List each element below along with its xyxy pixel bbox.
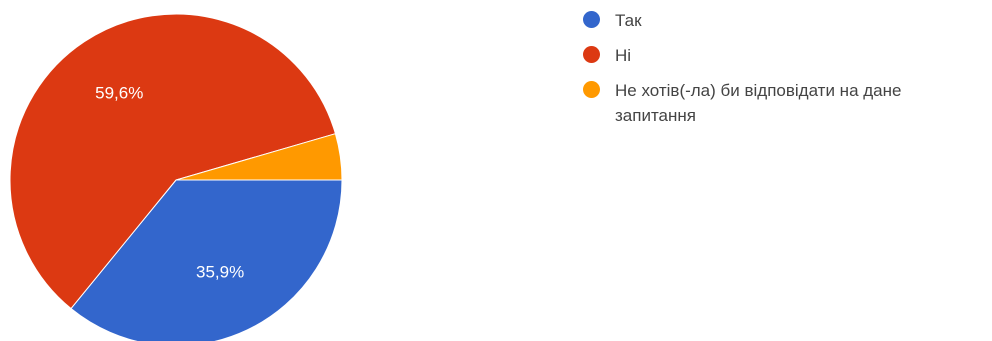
legend-label-yes: Так — [615, 11, 642, 30]
pie-label-no: 59,6% — [95, 84, 143, 103]
legend-item-no-answer[interactable]: Не хотів(-ла) би відповідати на дане зап… — [583, 78, 983, 128]
legend: Так Ні Не хотів(-ла) би відповідати на д… — [583, 8, 983, 138]
legend-item-yes[interactable]: Так — [583, 8, 983, 33]
pie-slice-no[interactable] — [9, 13, 337, 310]
pie-labels: 35,9% 59,6% — [95, 84, 244, 282]
legend-item-no[interactable]: Ні — [583, 43, 983, 68]
pie-slice-yes[interactable] — [70, 179, 343, 341]
pie-slices — [9, 13, 343, 341]
legend-swatch-no — [583, 46, 600, 63]
legend-label-no-answer: Не хотів(-ла) би відповідати на дане зап… — [615, 81, 902, 125]
pie-slice-no-answer[interactable] — [175, 133, 343, 181]
legend-label-no: Ні — [615, 46, 632, 65]
pie-label-yes: 35,9% — [196, 262, 244, 281]
legend-swatch-no-answer — [583, 81, 600, 98]
legend-swatch-yes — [583, 11, 600, 28]
